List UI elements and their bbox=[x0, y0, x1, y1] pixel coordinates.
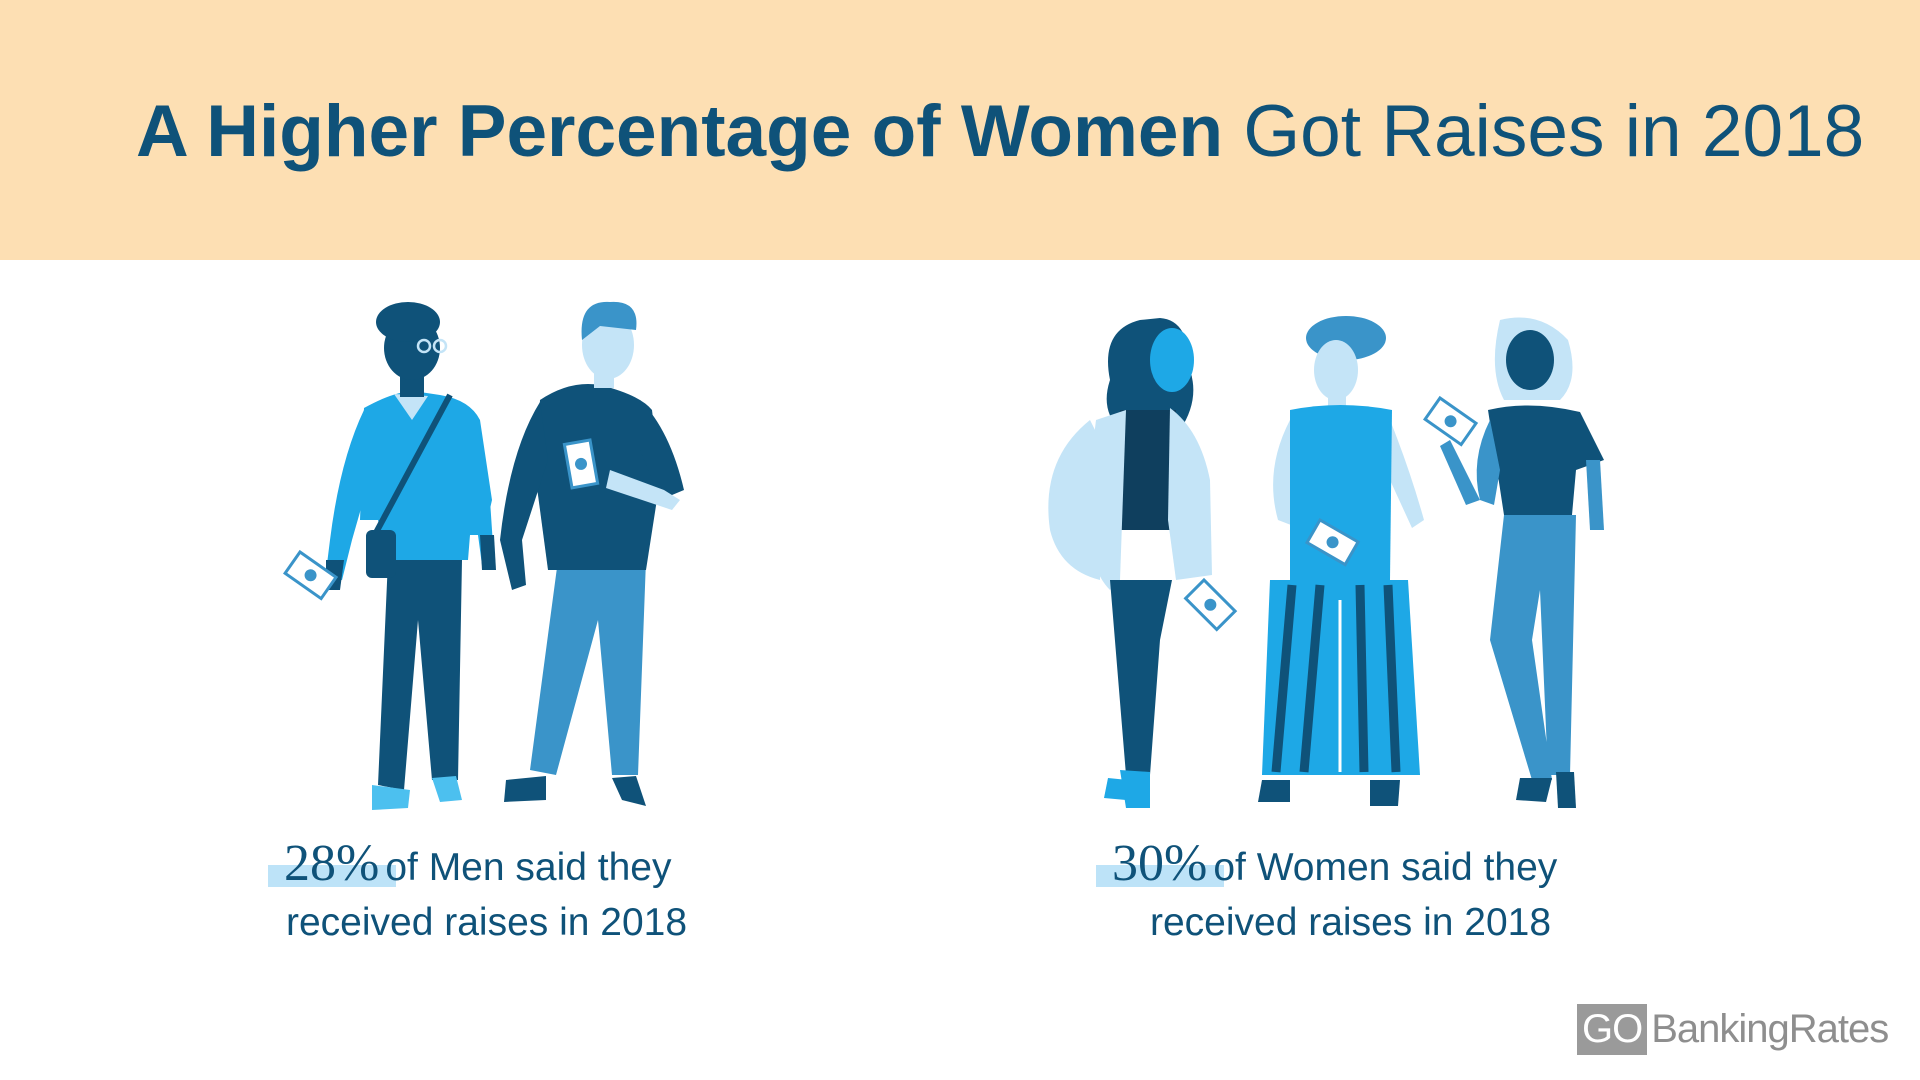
logo-bankingrates: BankingRates bbox=[1651, 1007, 1889, 1051]
women-stat-line1: of Women said they bbox=[1213, 846, 1558, 889]
people-illustration bbox=[282, 301, 1604, 810]
woman-right-figure bbox=[1422, 317, 1604, 808]
men-percent: 28% bbox=[268, 836, 396, 891]
women-percent-highlight bbox=[1096, 865, 1224, 887]
gobankingrates-logo: GO BankingRates bbox=[1577, 1004, 1889, 1055]
men-stat-line1: of Men said they bbox=[385, 846, 672, 889]
women-percent: 30% bbox=[1096, 836, 1224, 891]
woman-middle-figure bbox=[1258, 316, 1424, 806]
men-stat: 28% of Men said they received raises in … bbox=[268, 836, 688, 950]
title-light: Got Raises in 2018 bbox=[1243, 91, 1865, 172]
logo-go: GO bbox=[1577, 1004, 1648, 1055]
women-stat: 30% of Women said they received raises i… bbox=[1096, 836, 1558, 950]
man-right-figure bbox=[500, 301, 684, 806]
title-banner bbox=[0, 0, 1920, 260]
page-title: A Higher Percentage of Women Got Raises … bbox=[136, 82, 1896, 182]
title-bold: A Higher Percentage of Women bbox=[136, 91, 1224, 172]
man-left-figure bbox=[282, 302, 496, 810]
men-percent-highlight bbox=[268, 865, 396, 887]
men-stat-line2: received raises in 2018 bbox=[286, 901, 688, 944]
woman-left-figure bbox=[1048, 318, 1238, 808]
women-stat-line2: received raises in 2018 bbox=[1150, 901, 1552, 944]
